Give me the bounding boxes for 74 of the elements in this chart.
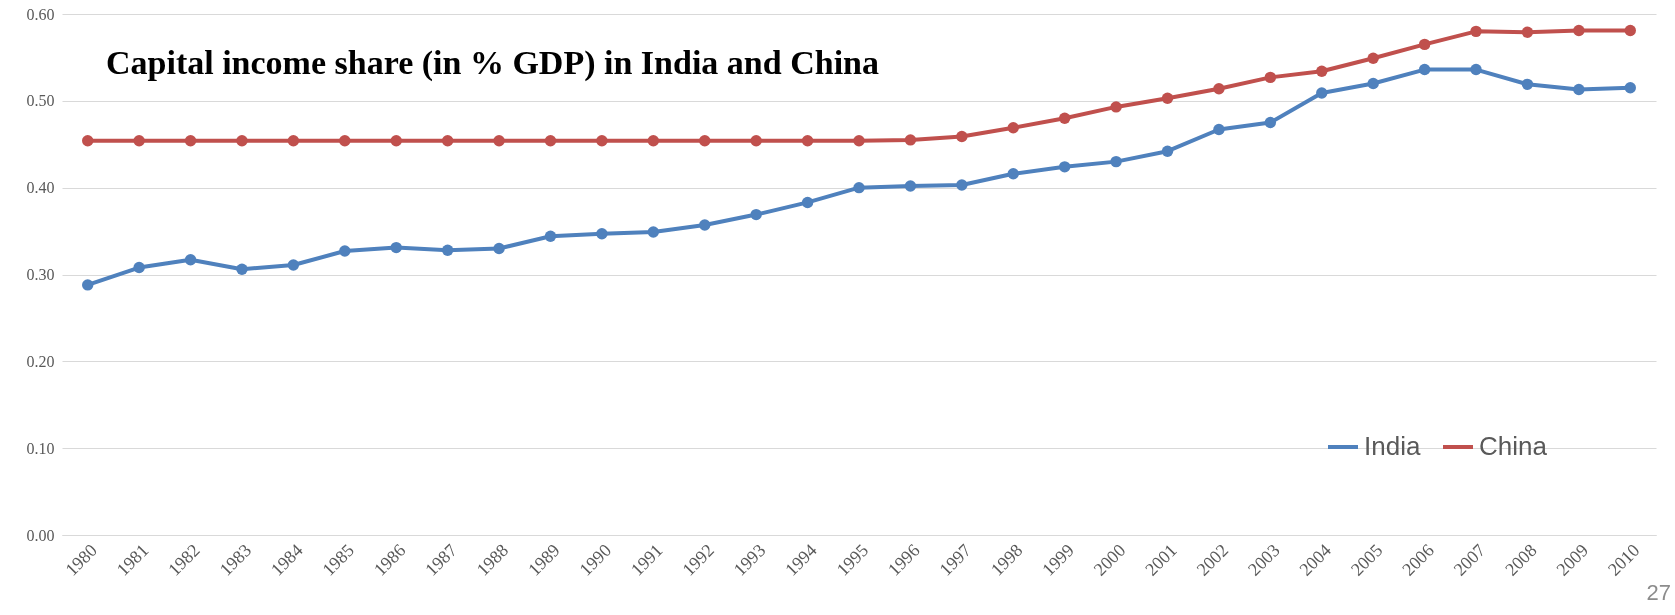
point xyxy=(1470,63,1482,76)
point xyxy=(441,244,454,256)
point xyxy=(904,180,917,192)
point xyxy=(1521,26,1534,38)
point xyxy=(956,179,968,191)
point xyxy=(82,279,94,291)
point xyxy=(699,135,711,147)
point xyxy=(596,135,608,147)
point xyxy=(1264,71,1277,84)
point xyxy=(184,135,197,147)
point xyxy=(1110,155,1122,168)
point xyxy=(1058,112,1071,124)
point xyxy=(750,208,762,221)
point xyxy=(1521,78,1534,91)
point xyxy=(1418,63,1431,76)
point xyxy=(1418,38,1431,51)
point xyxy=(1367,77,1379,90)
point xyxy=(596,228,608,240)
y-tick-label: 0.00 xyxy=(26,526,55,544)
point xyxy=(853,135,865,147)
text: 27 xyxy=(1646,580,1671,605)
point xyxy=(647,226,660,238)
point xyxy=(493,242,505,255)
point xyxy=(441,135,454,147)
point xyxy=(82,135,94,147)
point xyxy=(853,181,865,194)
point xyxy=(1264,116,1277,129)
point xyxy=(1573,24,1585,37)
point xyxy=(287,135,300,147)
point xyxy=(904,134,917,146)
point xyxy=(1213,123,1225,136)
point xyxy=(956,130,968,143)
point xyxy=(1367,52,1379,64)
point xyxy=(390,241,402,254)
point xyxy=(339,135,351,147)
legend-label: China xyxy=(1479,431,1548,461)
y-tick-label: 0.40 xyxy=(26,179,55,197)
point xyxy=(1624,82,1636,94)
point xyxy=(1161,145,1174,157)
point xyxy=(1007,168,1019,180)
point xyxy=(544,230,557,242)
point xyxy=(133,261,145,274)
point xyxy=(1573,83,1585,96)
point xyxy=(184,254,197,266)
point xyxy=(1213,82,1225,95)
y-tick-label: 0.60 xyxy=(26,5,55,23)
text: Capital income share (in % GDP) in India and China xyxy=(106,44,880,82)
point xyxy=(1470,25,1482,38)
point xyxy=(133,135,145,147)
point xyxy=(1624,24,1636,37)
point xyxy=(1316,87,1328,99)
point xyxy=(750,135,762,147)
point xyxy=(1007,122,1019,134)
point xyxy=(1110,101,1122,113)
point xyxy=(236,263,248,275)
point xyxy=(1161,92,1174,104)
point xyxy=(493,135,505,147)
legend-label: India xyxy=(1364,431,1421,461)
point xyxy=(801,196,814,209)
y-tick-label: 0.30 xyxy=(26,266,55,283)
y-tick-label: 0.10 xyxy=(26,439,55,457)
point xyxy=(699,219,711,231)
point xyxy=(1058,161,1071,173)
point xyxy=(236,135,248,147)
point xyxy=(647,135,660,147)
point xyxy=(390,135,402,147)
x-tick-label: 2001 xyxy=(1141,540,1181,580)
point xyxy=(339,245,351,257)
point xyxy=(287,259,300,271)
y-tick-label: 0.20 xyxy=(26,352,55,370)
point xyxy=(544,135,557,147)
point xyxy=(1316,65,1328,77)
point xyxy=(801,135,814,147)
y-tick-label: 0.50 xyxy=(26,92,55,110)
